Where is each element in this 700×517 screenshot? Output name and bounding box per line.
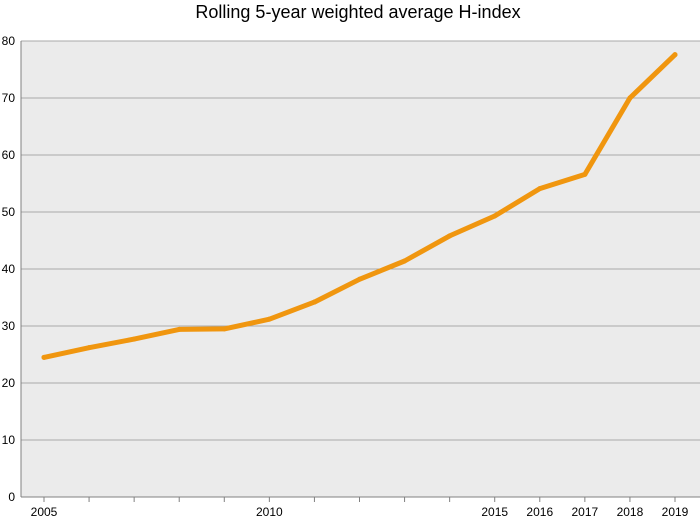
data-point-2017 [582,171,588,177]
x-tick-label-2015: 2015 [481,505,508,517]
data-point-2019 [672,52,678,58]
y-tick-label-20: 20 [2,376,16,390]
y-tick-label-10: 10 [2,433,16,447]
x-tick-label-2010: 2010 [256,505,283,517]
data-point-2013 [402,258,408,264]
data-point-2005 [41,354,47,360]
y-tick-label-40: 40 [2,262,16,276]
data-point-2018 [627,95,633,101]
x-tick-label-2018: 2018 [617,505,644,517]
data-point-2011 [311,299,317,305]
data-point-2015 [492,213,498,219]
data-point-2010 [266,316,272,322]
data-point-2016 [537,186,543,192]
x-tick-label-2017: 2017 [572,505,599,517]
y-axis: 0 10 20 30 40 50 60 70 80 [2,34,16,504]
data-point-2007 [131,336,137,342]
x-tick-label-2016: 2016 [526,505,553,517]
gridlines [21,40,700,441]
series-group [41,52,678,360]
chart-title: Rolling 5-year weighted average H-index [195,2,520,22]
data-point-2008 [176,326,182,332]
y-tick-label-50: 50 [2,205,16,219]
data-point-2009 [221,326,227,332]
y-tick-label-0: 0 [8,490,15,504]
data-point-2006 [86,345,92,351]
x-tick-label-2019: 2019 [662,505,689,517]
x-axis: 2005 2010 2015 2016 2017 2018 2019 [20,41,700,517]
y-tick-label-60: 60 [2,148,16,162]
x-tick-label-2005: 2005 [31,505,58,517]
y-tick-label-70: 70 [2,91,16,105]
data-point-2014 [447,233,453,239]
y-tick-label-30: 30 [2,319,16,333]
data-point-2012 [357,276,362,282]
y-tick-label-80: 80 [2,34,16,48]
